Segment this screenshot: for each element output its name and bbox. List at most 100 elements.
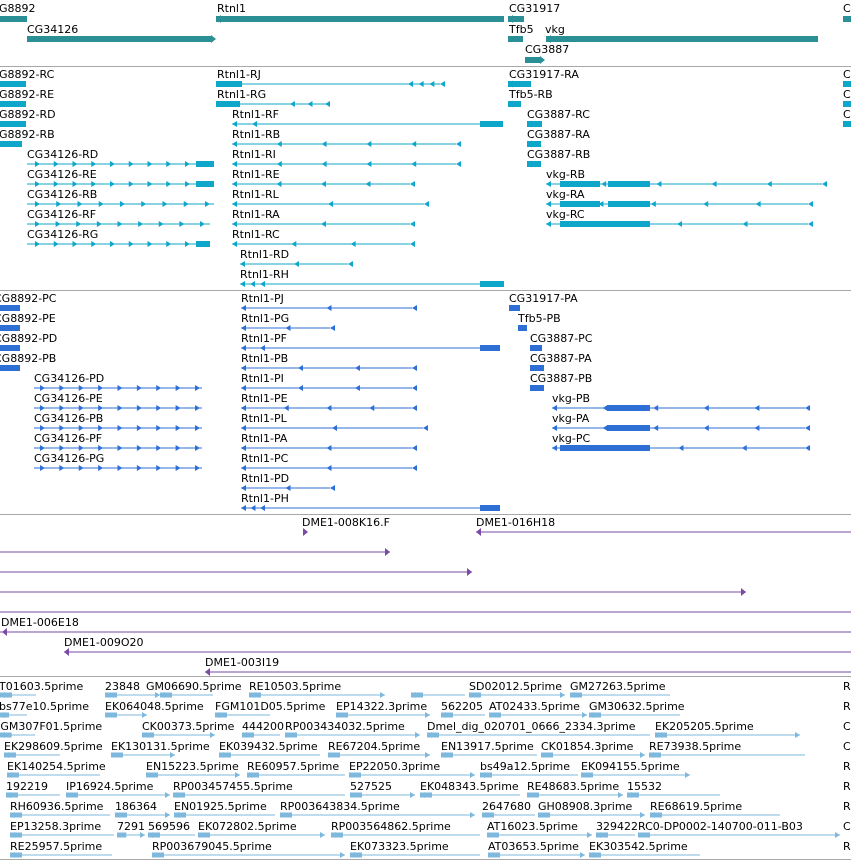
strand-arrow[interactable]	[321, 221, 326, 227]
strand-arrow[interactable]	[326, 405, 332, 411]
strand-arrow[interactable]	[235, 772, 240, 778]
feature-exon[interactable]	[638, 832, 650, 838]
strand-arrow[interactable]	[166, 161, 172, 167]
strand-arrow[interactable]	[120, 201, 125, 207]
strand-arrow[interactable]	[136, 405, 142, 411]
feature-exon[interactable]	[115, 812, 127, 818]
strand-arrow[interactable]	[160, 692, 165, 698]
feature-exon[interactable]	[336, 712, 348, 718]
feature-exon[interactable]	[509, 305, 520, 311]
strand-arrow[interactable]	[656, 181, 662, 187]
feature-exon[interactable]	[196, 161, 214, 167]
strand-arrow[interactable]	[128, 241, 134, 247]
est-label[interactable]: R	[843, 780, 851, 793]
strand-arrow[interactable]	[241, 445, 246, 451]
strand-arrow[interactable]	[72, 161, 78, 167]
strand-arrow[interactable]	[53, 181, 59, 187]
feature-exon[interactable]	[247, 772, 259, 778]
strand-arrow[interactable]	[136, 425, 142, 431]
strand-arrow[interactable]	[470, 812, 475, 818]
feature-exon[interactable]	[650, 812, 662, 818]
strand-arrow[interactable]	[240, 261, 245, 267]
strand-arrow[interactable]	[40, 445, 45, 451]
est-label[interactable]: AT16023.5prime	[487, 820, 578, 833]
strand-arrow[interactable]	[59, 465, 65, 471]
strand-arrow[interactable]	[412, 465, 417, 471]
strand-arrow[interactable]	[117, 445, 123, 451]
est-label[interactable]: EK130131.5prime	[111, 740, 210, 753]
feature-exon[interactable]	[280, 812, 292, 818]
feature-exon[interactable]	[152, 852, 164, 858]
strand-arrow[interactable]	[56, 201, 62, 207]
feature-exon[interactable]	[488, 852, 500, 858]
est-label[interactable]: RP003679045.5prime	[152, 840, 272, 853]
feature-exon[interactable]	[0, 141, 22, 147]
est-label[interactable]: GM06690.5prime	[146, 680, 242, 693]
strand-arrow[interactable]	[215, 712, 220, 718]
feature-exon[interactable]	[649, 752, 661, 758]
feature-exon[interactable]	[469, 692, 481, 698]
strand-arrow[interactable]	[546, 221, 551, 227]
est-label[interactable]: EK048343.5prime	[420, 780, 519, 793]
transcript-label[interactable]: CG3887-RC	[527, 108, 590, 121]
strand-arrow[interactable]	[260, 345, 265, 351]
protein-label[interactable]: CG34126-PG	[34, 452, 105, 465]
strand-arrow[interactable]	[232, 161, 237, 167]
strand-arrow[interactable]	[205, 668, 210, 676]
strand-arrow[interactable]	[4, 752, 9, 758]
strand-arrow[interactable]	[195, 425, 200, 431]
feature-exon[interactable]	[608, 181, 650, 187]
strand-arrow[interactable]	[291, 241, 297, 247]
strand-arrow[interactable]	[640, 812, 645, 818]
clone-label[interactable]: DME1-009O20	[64, 636, 144, 649]
feature-exon[interactable]	[146, 772, 158, 778]
strand-arrow[interactable]	[241, 345, 246, 351]
protein-label[interactable]: CG8892-PD	[0, 332, 58, 345]
strand-arrow[interactable]	[110, 241, 115, 247]
feature-exon[interactable]	[215, 712, 227, 718]
strand-arrow[interactable]	[369, 405, 375, 411]
gene-label[interactable]: Rtnl1	[217, 2, 246, 15]
strand-arrow[interactable]	[546, 35, 551, 43]
protein-label[interactable]: CG34126-PB	[34, 412, 104, 425]
strand-arrow[interactable]	[298, 365, 303, 371]
strand-arrow[interactable]	[232, 141, 237, 147]
est-label[interactable]: EK303542.5prime	[589, 840, 688, 853]
transcript-label[interactable]: Rtnl1-RC	[232, 228, 280, 241]
strand-arrow[interactable]	[587, 832, 592, 838]
strand-arrow[interactable]	[128, 161, 134, 167]
strand-arrow[interactable]	[276, 181, 282, 187]
feature-exon[interactable]	[589, 712, 601, 718]
strand-arrow[interactable]	[527, 160, 532, 168]
strand-arrow[interactable]	[611, 221, 617, 227]
protein-label[interactable]: vkg-PA	[552, 412, 590, 425]
feature-exon[interactable]	[441, 712, 453, 718]
feature-exon[interactable]	[27, 36, 212, 42]
protein-label[interactable]: Rtnl1-PG	[241, 312, 290, 325]
est-label[interactable]: EN01925.5prime	[174, 800, 267, 813]
est-label[interactable]: RE60957.5prime	[247, 760, 340, 773]
feature-exon[interactable]	[427, 732, 439, 738]
feature-exon[interactable]	[482, 812, 494, 818]
est-label[interactable]: EK039432.5prime	[219, 740, 318, 753]
feature-exon[interactable]	[525, 57, 541, 63]
strand-arrow[interactable]	[72, 181, 78, 187]
feature-exon[interactable]	[216, 101, 240, 107]
est-label[interactable]: GM30632.5prime	[589, 700, 685, 713]
protein-label[interactable]: Rtnl1-PE	[241, 392, 288, 405]
strand-arrow[interactable]	[156, 425, 162, 431]
est-label[interactable]: EP14322.3prime	[336, 700, 428, 713]
strand-arrow[interactable]	[252, 121, 257, 127]
strand-arrow[interactable]	[185, 161, 190, 167]
est-label[interactable]: bs49a12.5prime	[480, 760, 570, 773]
strand-arrow[interactable]	[703, 425, 709, 431]
clone-label[interactable]: DME1-003I19	[205, 656, 280, 669]
transcript-label[interactable]: Tfb5-RB	[509, 88, 553, 101]
protein-label[interactable]: CG8892-PE	[0, 312, 56, 325]
strand-arrow[interactable]	[366, 141, 372, 147]
strand-arrow[interactable]	[276, 141, 282, 147]
strand-arrow[interactable]	[618, 792, 623, 798]
feature-exon[interactable]	[350, 792, 362, 798]
feature-exon[interactable]	[527, 141, 541, 147]
est-label[interactable]: RP003434032.5prime	[285, 720, 405, 733]
